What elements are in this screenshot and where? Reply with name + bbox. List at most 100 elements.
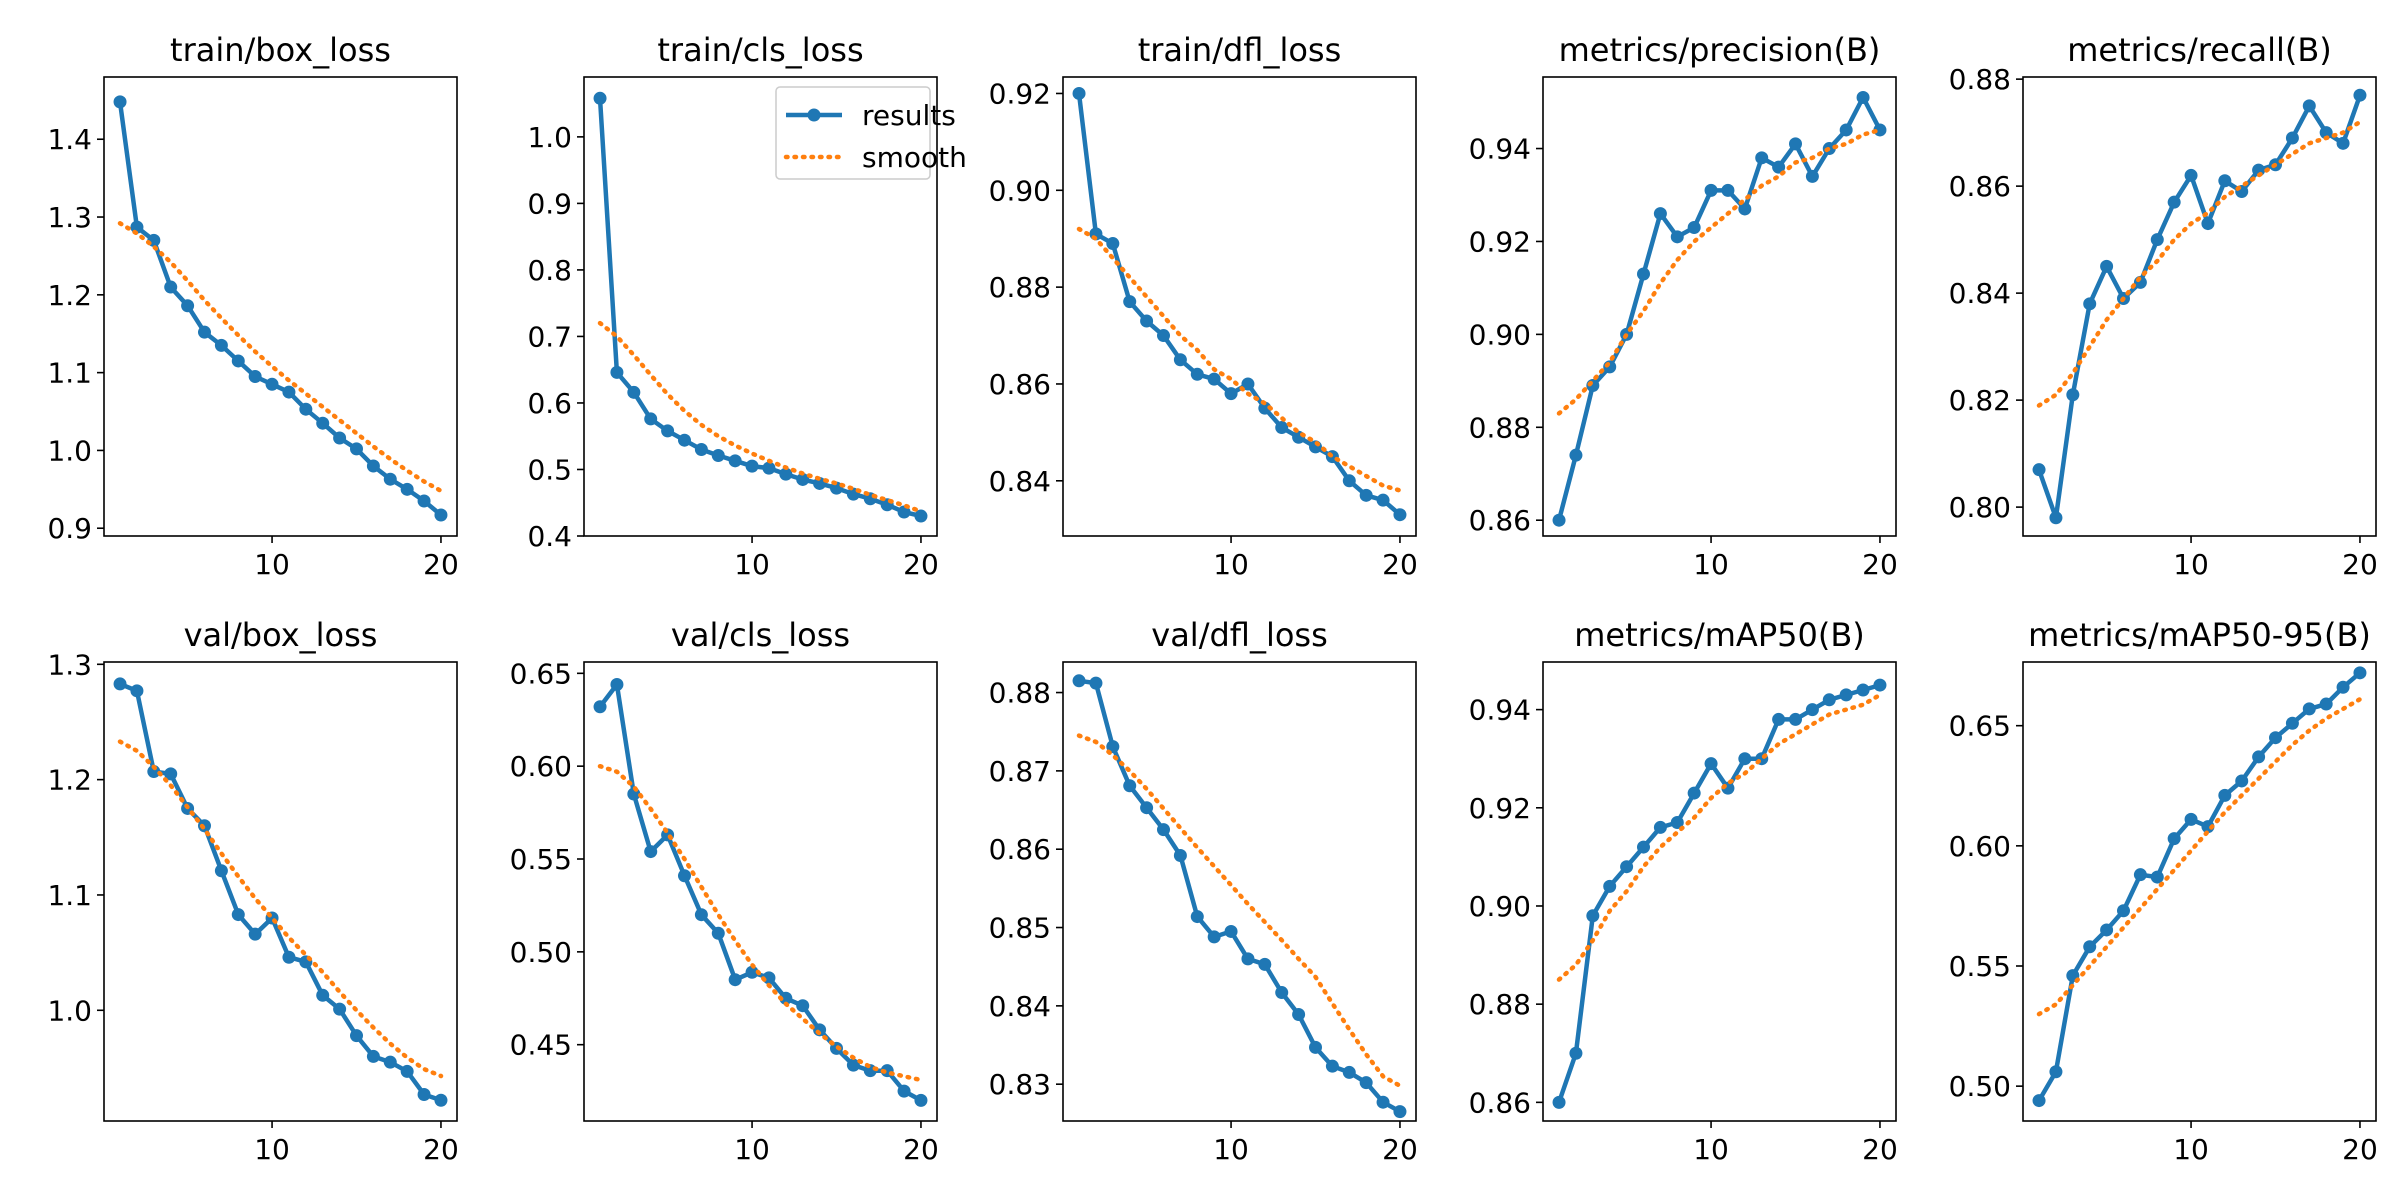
results-point xyxy=(728,454,742,468)
subplot-val-dfl-loss: val/dfl_loss 0.83 0.84 0.85 0.86 0.87 0.88 10 20 xyxy=(989,616,1418,1166)
results-point xyxy=(1721,183,1735,197)
results-point xyxy=(1173,353,1187,367)
y-tick-label: 0.80 xyxy=(1949,491,2011,524)
y-tick-label: 0.87 xyxy=(989,755,1051,788)
subplot-train-box-loss: train/box_loss 0.9 1.0 1.1 1.2 1.3 1.4 10 20 xyxy=(47,31,458,581)
subplot-title: val/box_loss xyxy=(184,616,378,654)
y-tick-label: 1.0 xyxy=(527,121,572,154)
results-point xyxy=(779,991,793,1005)
y-tick-label: 0.50 xyxy=(1949,1070,2011,1103)
y-tick-label: 0.88 xyxy=(989,677,1051,710)
axes-frame xyxy=(1542,76,1897,537)
results-point xyxy=(333,1002,347,1016)
results-point xyxy=(694,443,708,457)
results-point xyxy=(1839,123,1853,137)
results-point xyxy=(2302,99,2316,113)
results-point xyxy=(265,377,279,391)
x-tick-label: 20 xyxy=(1862,548,1898,581)
axes-frame xyxy=(1062,661,1417,1122)
subplot-val-cls-loss: val/cls_loss 0.45 0.50 0.55 0.60 0.65 10 20 xyxy=(510,616,939,1166)
y-tick-label: 0.7 xyxy=(527,320,572,353)
results-point xyxy=(914,1093,928,1107)
results-point xyxy=(1636,840,1650,854)
y-tick-label: 0.84 xyxy=(989,990,1051,1023)
results-point xyxy=(1873,123,1887,137)
subplot-title: metrics/precision(B) xyxy=(1559,31,1881,69)
y-tick-label: 1.3 xyxy=(47,648,92,681)
results-point xyxy=(728,973,742,987)
results-point xyxy=(1856,683,1870,697)
results-point xyxy=(1258,401,1272,415)
legend: results smooth xyxy=(775,86,967,180)
results-point xyxy=(130,684,144,698)
results-point xyxy=(366,1049,380,1063)
x-tick-label: 10 xyxy=(734,1133,770,1166)
results-point xyxy=(1636,267,1650,281)
x-tick-label: 10 xyxy=(254,548,290,581)
results-point xyxy=(1653,820,1667,834)
smooth-series-line xyxy=(1076,733,1403,1089)
results-point xyxy=(1822,693,1836,707)
x-tick-label: 10 xyxy=(254,1133,290,1166)
smooth-series-line xyxy=(2036,119,2363,408)
y-tick-label: 0.55 xyxy=(1949,950,2011,983)
axes-frame xyxy=(1542,661,1897,1122)
results-point xyxy=(1275,986,1289,1000)
results-point xyxy=(846,1058,860,1072)
results-point xyxy=(644,845,658,859)
results-point xyxy=(181,299,195,313)
results-point xyxy=(2049,511,2063,525)
results-point xyxy=(1687,786,1701,800)
y-tick-label: 0.94 xyxy=(1469,694,1531,727)
results-point xyxy=(333,431,347,445)
y-tick-label: 0.8 xyxy=(527,254,572,287)
subplot-title: metrics/mAP50-95(B) xyxy=(2028,616,2371,654)
results-point xyxy=(1670,230,1684,244)
results-point xyxy=(434,1093,448,1107)
results-point xyxy=(400,482,414,496)
y-tick-label: 0.88 xyxy=(1469,411,1531,444)
y-tick-label: 0.86 xyxy=(989,833,1051,866)
results-point xyxy=(214,338,228,352)
results-point xyxy=(661,424,675,438)
x-tick-label: 10 xyxy=(734,548,770,581)
results-point xyxy=(2049,1065,2063,1079)
results-point xyxy=(1123,295,1137,309)
results-point xyxy=(1207,930,1221,944)
subplot-title: val/dfl_loss xyxy=(1151,616,1328,654)
results-point xyxy=(197,325,211,339)
results-point xyxy=(299,402,313,416)
results-point xyxy=(316,988,330,1002)
results-point xyxy=(164,767,178,781)
results-point xyxy=(1704,757,1718,771)
x-tick-label: 20 xyxy=(1862,1133,1898,1166)
results-point xyxy=(316,416,330,430)
results-point xyxy=(2218,174,2232,188)
smooth-series-line xyxy=(1076,226,1403,493)
results-point xyxy=(2032,463,2046,477)
results-point xyxy=(677,869,691,883)
subplot-val-box-loss: val/box_loss 1.0 1.1 1.2 1.3 10 20 xyxy=(47,616,458,1166)
results-point xyxy=(2100,923,2114,937)
results-point xyxy=(1687,221,1701,235)
y-tick-label: 0.65 xyxy=(1949,710,2011,743)
axes-frame xyxy=(103,661,458,1122)
results-point xyxy=(1805,169,1819,183)
x-tick-label: 10 xyxy=(1213,1133,1249,1166)
results-point xyxy=(2184,168,2198,182)
results-point xyxy=(762,461,776,475)
smooth-series-line xyxy=(2036,696,2363,1017)
y-tick-label: 0.90 xyxy=(1469,890,1531,923)
results-point xyxy=(2133,868,2147,882)
results-point xyxy=(1789,137,1803,151)
results-point xyxy=(610,365,624,379)
y-tick-label: 1.0 xyxy=(47,434,92,467)
y-tick-label: 1.1 xyxy=(47,879,92,912)
results-point xyxy=(2353,88,2367,102)
x-tick-label: 10 xyxy=(1213,548,1249,581)
legend-results-marker xyxy=(807,108,821,122)
subplot-title: metrics/recall(B) xyxy=(2067,31,2332,69)
results-point xyxy=(610,677,624,691)
